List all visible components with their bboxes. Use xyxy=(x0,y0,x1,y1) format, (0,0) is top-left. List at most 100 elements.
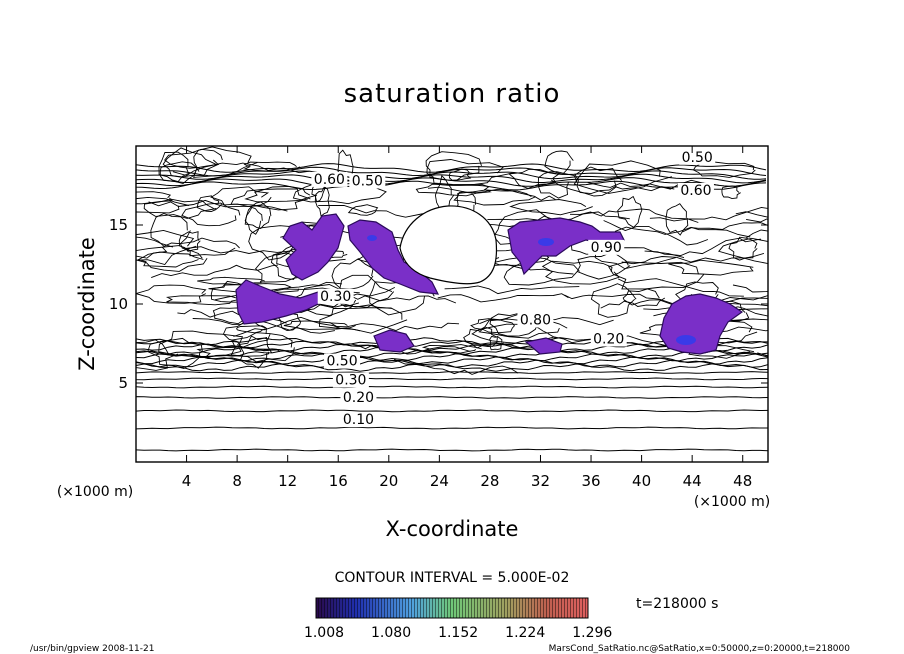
turbulent-contour-loop xyxy=(617,195,643,228)
turbulent-contour-line xyxy=(336,295,457,304)
turbulent-contour-line xyxy=(172,162,310,176)
turbulent-contour-loop xyxy=(470,318,516,334)
y-tick-label: 10 xyxy=(109,295,128,313)
turbulent-contour-loop xyxy=(150,213,191,247)
contour-label: 0.50 xyxy=(682,150,713,166)
turbulent-contour-loop xyxy=(230,188,311,211)
turbulent-contour-loop xyxy=(463,326,498,349)
turbulent-contour-loop xyxy=(314,185,330,217)
turbulent-contour-loop xyxy=(425,151,482,182)
color-bar-stripes xyxy=(316,598,588,618)
turbulent-contour-loop xyxy=(544,150,574,175)
stratified-contour-line xyxy=(136,353,768,362)
footer-right: MarsCond_SatRatio.nc@SatRatio,x=0:50000,… xyxy=(549,644,851,654)
region-center-lower xyxy=(373,329,415,353)
turbulent-contour-loop xyxy=(178,231,201,252)
turbulent-contour-loop xyxy=(179,237,240,257)
turbulent-contour-loop xyxy=(222,320,271,349)
turbulent-contour-line xyxy=(151,264,278,279)
turbulent-contour-loop xyxy=(668,259,754,276)
region-left-upper xyxy=(282,213,345,281)
turbulent-contour-loop xyxy=(426,159,513,186)
stratified-contour-line xyxy=(136,448,768,452)
contour-label-bg xyxy=(349,173,386,189)
contour-labels: 0.100.200.300.500.500.600.500.600.900.30… xyxy=(311,149,716,428)
turbulent-contour-line xyxy=(745,229,768,239)
turbulent-contour-line xyxy=(621,252,765,265)
contour-label-bg xyxy=(677,182,714,198)
x-tick-label: 32 xyxy=(531,472,550,490)
color-bar-tick-label: 1.152 xyxy=(438,625,478,641)
x-tick-label: 20 xyxy=(379,472,398,490)
turbulent-contour-line xyxy=(682,222,768,233)
turbulent-contour-loop xyxy=(507,168,560,189)
contour-label: 0.50 xyxy=(352,174,383,190)
stratified-contour-line xyxy=(136,377,768,381)
turbulent-contour-line xyxy=(617,278,744,297)
turbulent-contour-line xyxy=(732,284,768,293)
x-tick-label: 44 xyxy=(683,472,702,490)
contour-label-bg xyxy=(324,353,361,369)
contour-label-bg xyxy=(679,149,716,165)
chart-title: saturation ratio xyxy=(344,79,561,109)
stratified-contour-line xyxy=(136,409,768,413)
turbulent-contour-line xyxy=(393,358,519,375)
turbulent-contour-loop xyxy=(165,295,251,306)
contour-label: 0.60 xyxy=(314,172,345,188)
color-bar-tick-label: 1.008 xyxy=(304,625,344,641)
x-tick-label: 12 xyxy=(278,472,297,490)
turbulent-contour-loop xyxy=(721,185,741,200)
turbulent-contour-loop xyxy=(718,237,768,264)
footer-left: /usr/bin/gpview 2008-11-21 xyxy=(30,644,154,654)
time-label: t=218000 s xyxy=(636,596,718,612)
turbulent-contour-loop xyxy=(136,229,197,266)
upper-contour-line xyxy=(136,166,767,177)
turbulent-contour-line xyxy=(444,285,580,295)
y-tick-label: 5 xyxy=(118,374,128,392)
plot-area: 0.100.200.300.500.500.600.500.600.900.30… xyxy=(136,146,768,462)
stratified-contour-line xyxy=(136,359,768,368)
turbulent-contour-loop xyxy=(143,198,217,219)
turbulent-contour-line xyxy=(735,211,768,218)
turbulent-contour-loop xyxy=(244,206,263,235)
core-right-upper xyxy=(538,238,554,246)
turbulent-contour-loop xyxy=(590,283,637,318)
turbulent-contour-line xyxy=(757,352,768,357)
turbulent-contour-loop xyxy=(608,261,705,290)
contour-label: 0.90 xyxy=(591,240,622,256)
contour-label: 0.50 xyxy=(326,354,357,370)
turbulent-contour-loop xyxy=(244,185,318,203)
turbulent-contour-loop xyxy=(347,204,379,216)
turbulent-contour-loop xyxy=(136,339,179,371)
turbulent-contour-loop xyxy=(158,151,190,183)
turbulent-contour-loop xyxy=(248,225,302,261)
y-axis-unit: (×1000 m) xyxy=(57,484,133,500)
contour-label-bg xyxy=(340,412,377,428)
contour-label-bg xyxy=(317,288,354,304)
turbulent-contour-line xyxy=(233,316,361,337)
turbulent-contour-loop xyxy=(136,236,174,259)
x-axis-title: X-coordinate xyxy=(386,517,519,541)
turbulent-contour-loop xyxy=(196,346,280,358)
x-tick-label: 8 xyxy=(232,472,242,490)
turbulent-contour-loop xyxy=(164,148,223,169)
saturated-dome xyxy=(399,205,498,285)
contour-label-bg xyxy=(311,171,348,187)
turbulent-contour-line xyxy=(329,322,460,331)
stratified-contour-line xyxy=(136,426,768,430)
contour-label-bg xyxy=(332,372,369,388)
contour-label-bg xyxy=(340,389,377,405)
y-axis-title: Z-coordinate xyxy=(75,237,99,371)
turbulent-contour-loop xyxy=(574,166,623,195)
x-tick-label: 40 xyxy=(632,472,651,490)
turbulent-contour-line xyxy=(569,208,699,223)
turbulent-contour-line xyxy=(614,226,751,238)
turbulent-contour-loop xyxy=(541,260,621,285)
supersaturated-cores xyxy=(367,235,696,345)
y-tick-label: 15 xyxy=(109,216,128,234)
turbulent-contour-loop xyxy=(622,288,666,307)
color-bar-ticks: 1.008 1.080 1.152 1.224 1.296 xyxy=(304,625,612,641)
turbulent-contour-loop xyxy=(692,161,756,178)
x-tick-label: 36 xyxy=(581,472,600,490)
color-bar-tick-label: 1.224 xyxy=(505,625,545,641)
